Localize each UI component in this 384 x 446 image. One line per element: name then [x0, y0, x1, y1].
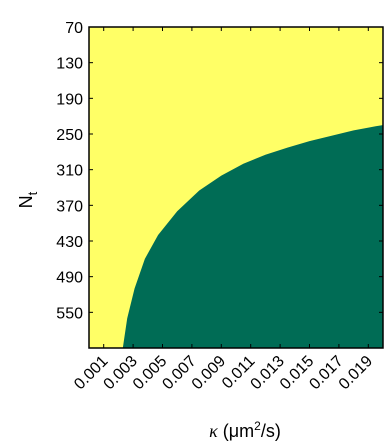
- x-axis-title-symbol: κ: [209, 421, 218, 441]
- x-axis-title-unit-prefix: (μm: [223, 421, 254, 441]
- y-tick-label: 130: [56, 56, 83, 73]
- heatmap-regions: [89, 27, 383, 348]
- x-axis-title: κ (μm2/s): [209, 419, 281, 441]
- x-tick-label: 0.019: [336, 353, 376, 393]
- y-axis-title-subscript: t: [25, 191, 40, 195]
- x-tick-label: 0.009: [189, 353, 229, 393]
- x-axis-title-unit-suffix: /s): [261, 421, 281, 441]
- y-tick-label: 490: [56, 270, 83, 287]
- region-lower-right: [122, 125, 383, 348]
- y-tick-label: 430: [56, 234, 83, 251]
- y-tick-label: 70: [65, 20, 83, 37]
- y-tick-label: 550: [56, 305, 83, 322]
- plot-frame: [88, 26, 384, 349]
- y-axis: 70 130 190 250 310 370 430 490 550: [56, 20, 383, 322]
- y-axis-title-main: N: [16, 195, 36, 208]
- y-tick-label: 250: [56, 127, 83, 144]
- y-tick-label: 310: [56, 163, 83, 180]
- y-axis-title: Nt: [16, 191, 40, 208]
- y-tick-label: 370: [56, 198, 83, 215]
- x-axis-title-unit-power: 2: [254, 419, 261, 433]
- y-tick-label: 190: [56, 91, 83, 108]
